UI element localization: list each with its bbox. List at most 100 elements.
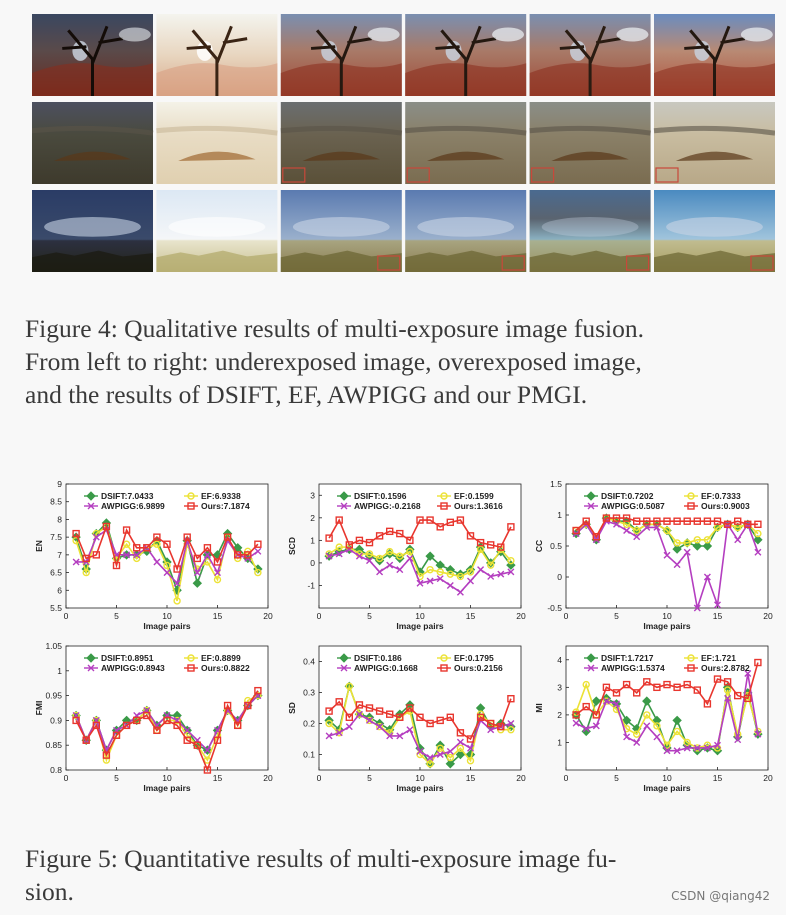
legend-label: AWPIGG:0.1668 xyxy=(354,663,418,673)
data-point xyxy=(345,713,353,722)
legend-label: Ours:0.8822 xyxy=(201,663,250,673)
series-ours xyxy=(572,514,762,541)
data-point xyxy=(406,547,414,556)
data-point xyxy=(455,749,466,760)
data-point xyxy=(445,759,456,769)
data-point xyxy=(123,551,131,559)
legend: DSIFT:7.0433 EF:6.9338 AWPIGG:6.9899 Ours:7… xyxy=(84,491,250,511)
data-point xyxy=(744,694,752,703)
data-point xyxy=(507,523,515,531)
legend-item: AWPIGG:0.5087 xyxy=(584,501,665,511)
data-point xyxy=(82,568,90,577)
data-point xyxy=(366,557,373,565)
data-point xyxy=(582,680,590,689)
data-point xyxy=(375,722,384,731)
data-point xyxy=(254,547,262,555)
data-point xyxy=(643,678,651,686)
y-tick-label: 6 xyxy=(57,585,62,595)
data-point xyxy=(244,701,252,710)
x-tick-label: 20 xyxy=(516,773,526,783)
data-point xyxy=(754,520,762,528)
data-point xyxy=(613,700,620,708)
data-point xyxy=(335,698,343,706)
series-ours xyxy=(72,686,262,774)
data-point xyxy=(734,536,742,544)
data-point xyxy=(602,683,611,692)
data-point xyxy=(714,741,721,749)
series-line xyxy=(328,518,512,549)
y-axis-label: MI xyxy=(534,703,544,712)
data-point xyxy=(683,539,691,547)
y-tick-label: 1 xyxy=(310,535,315,545)
data-point xyxy=(744,670,752,678)
data-point xyxy=(446,713,454,722)
y-tick-label: 8.5 xyxy=(50,497,62,507)
chart-mi: 1 2 3 4 0 5 10 15 20 MI Image pairs DSIFT:1.7217 EF:… xyxy=(534,645,773,793)
legend-label: Ours:0.9003 xyxy=(701,501,750,511)
legend-item: Ours:0.8822 xyxy=(184,663,250,673)
y-tick-label: 1.5 xyxy=(550,479,562,489)
legend-label: Ours:7.1874 xyxy=(201,501,250,511)
legend-label: EF:1.721 xyxy=(701,653,736,663)
data-point xyxy=(633,730,641,738)
data-point xyxy=(497,543,505,551)
data-point xyxy=(476,713,485,722)
data-point xyxy=(325,552,333,560)
data-point xyxy=(92,721,101,730)
data-point xyxy=(173,716,181,725)
data-point xyxy=(203,746,211,754)
data-point xyxy=(254,686,262,695)
data-point xyxy=(355,552,363,560)
x-tick-label: 5 xyxy=(114,611,119,621)
y-tick-label: 1.05 xyxy=(45,641,62,651)
data-point xyxy=(653,722,661,730)
data-point xyxy=(365,550,374,558)
data-point xyxy=(335,550,343,558)
data-point xyxy=(203,544,212,552)
series-line xyxy=(328,546,512,578)
y-tick-label: 0.95 xyxy=(45,691,62,701)
data-point xyxy=(455,569,466,579)
data-point xyxy=(406,726,414,734)
x-tick-label: 10 xyxy=(662,773,672,783)
legend-label: EF:0.7333 xyxy=(701,491,741,501)
y-tick-label: -0.5 xyxy=(547,603,562,613)
photo-rock-valley-underexposed-image xyxy=(31,102,154,184)
data-point xyxy=(581,726,591,737)
x-tick-label: 5 xyxy=(367,611,372,621)
legend-item: EF:0.7333 xyxy=(684,491,741,501)
x-axis-label: Image pairs xyxy=(643,783,691,793)
photo-desert-arch-awpigg xyxy=(529,14,651,96)
y-tick-label: 0.8 xyxy=(50,765,62,775)
data-point xyxy=(183,736,191,744)
data-point xyxy=(386,547,394,556)
data-point xyxy=(497,570,505,578)
photo-desert-arch-ef xyxy=(405,14,527,96)
legend-label: AWPIGG:1.5374 xyxy=(601,663,665,673)
data-point xyxy=(643,523,651,531)
data-point xyxy=(683,738,691,747)
series-awpigg xyxy=(572,670,762,755)
photo-rock-valley-overexposed-image xyxy=(156,102,278,184)
data-point xyxy=(325,719,333,728)
legend-item: DSIFT:0.8951 xyxy=(84,653,154,663)
data-point xyxy=(446,570,454,578)
data-point xyxy=(254,540,262,548)
x-tick-label: 5 xyxy=(114,773,119,783)
x-tick-label: 0 xyxy=(64,773,69,783)
x-tick-label: 15 xyxy=(466,611,476,621)
x-tick-label: 0 xyxy=(317,611,322,621)
data-point xyxy=(193,569,201,577)
watermark: CSDN @qiang42 xyxy=(671,889,770,903)
data-point xyxy=(153,726,161,735)
data-point xyxy=(325,707,333,715)
legend-item: EF:0.1599 xyxy=(437,491,494,501)
data-point xyxy=(223,701,232,710)
data-point xyxy=(72,558,80,566)
data-point xyxy=(663,747,671,755)
photo-desert-arch-dsift xyxy=(280,14,402,96)
data-point xyxy=(446,518,454,527)
x-tick-label: 20 xyxy=(763,773,773,783)
data-point xyxy=(112,731,121,739)
data-point xyxy=(183,533,191,541)
